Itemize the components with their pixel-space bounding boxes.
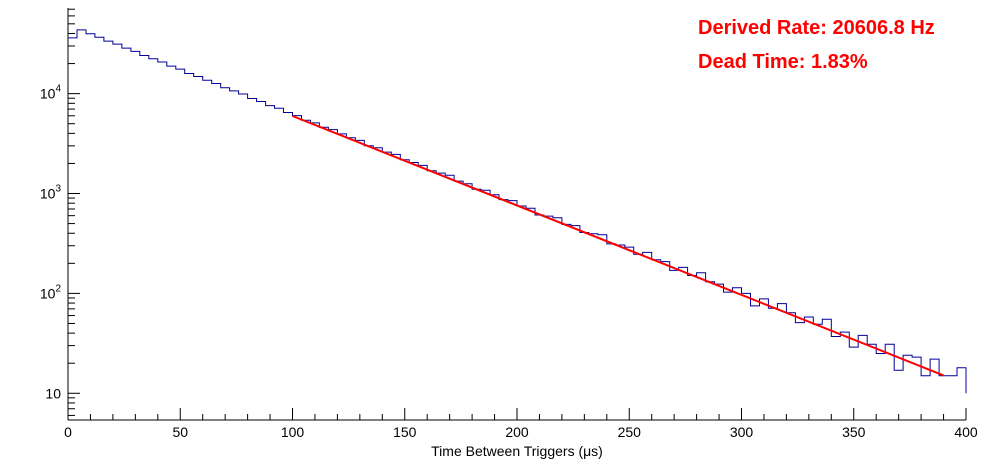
derived-rate-text: Derived Rate: 20606.8 Hz (698, 17, 935, 39)
svg-text:350: 350 (842, 424, 866, 440)
y-ticks (68, 8, 80, 416)
svg-text:10: 10 (45, 385, 61, 401)
svg-text:200: 200 (505, 424, 529, 440)
dead-time-text: Dead Time: 1.83% (698, 51, 868, 73)
svg-text:400: 400 (954, 424, 978, 440)
histogram-line (68, 29, 967, 394)
svg-text:300: 300 (730, 424, 754, 440)
x-tick-labels: 0 50 100 150 200 250 300 350 400 (64, 424, 978, 440)
fit-stats-box: Derived Rate: 20606.8 Hz Dead Time: 1.83… (698, 11, 935, 79)
svg-text:100: 100 (281, 424, 305, 440)
svg-text:150: 150 (393, 424, 417, 440)
x-ticks (67, 408, 967, 420)
svg-text:103: 103 (40, 184, 62, 202)
x-axis-label: Time Between Triggers (μs) (431, 443, 603, 459)
y-tick-labels: 10 102 103 104 (40, 84, 62, 402)
svg-text:250: 250 (618, 424, 642, 440)
svg-text:0: 0 (64, 424, 72, 440)
fit-line (292, 115, 944, 377)
svg-text:102: 102 (40, 283, 62, 301)
svg-text:104: 104 (40, 84, 62, 102)
svg-text:50: 50 (172, 424, 188, 440)
